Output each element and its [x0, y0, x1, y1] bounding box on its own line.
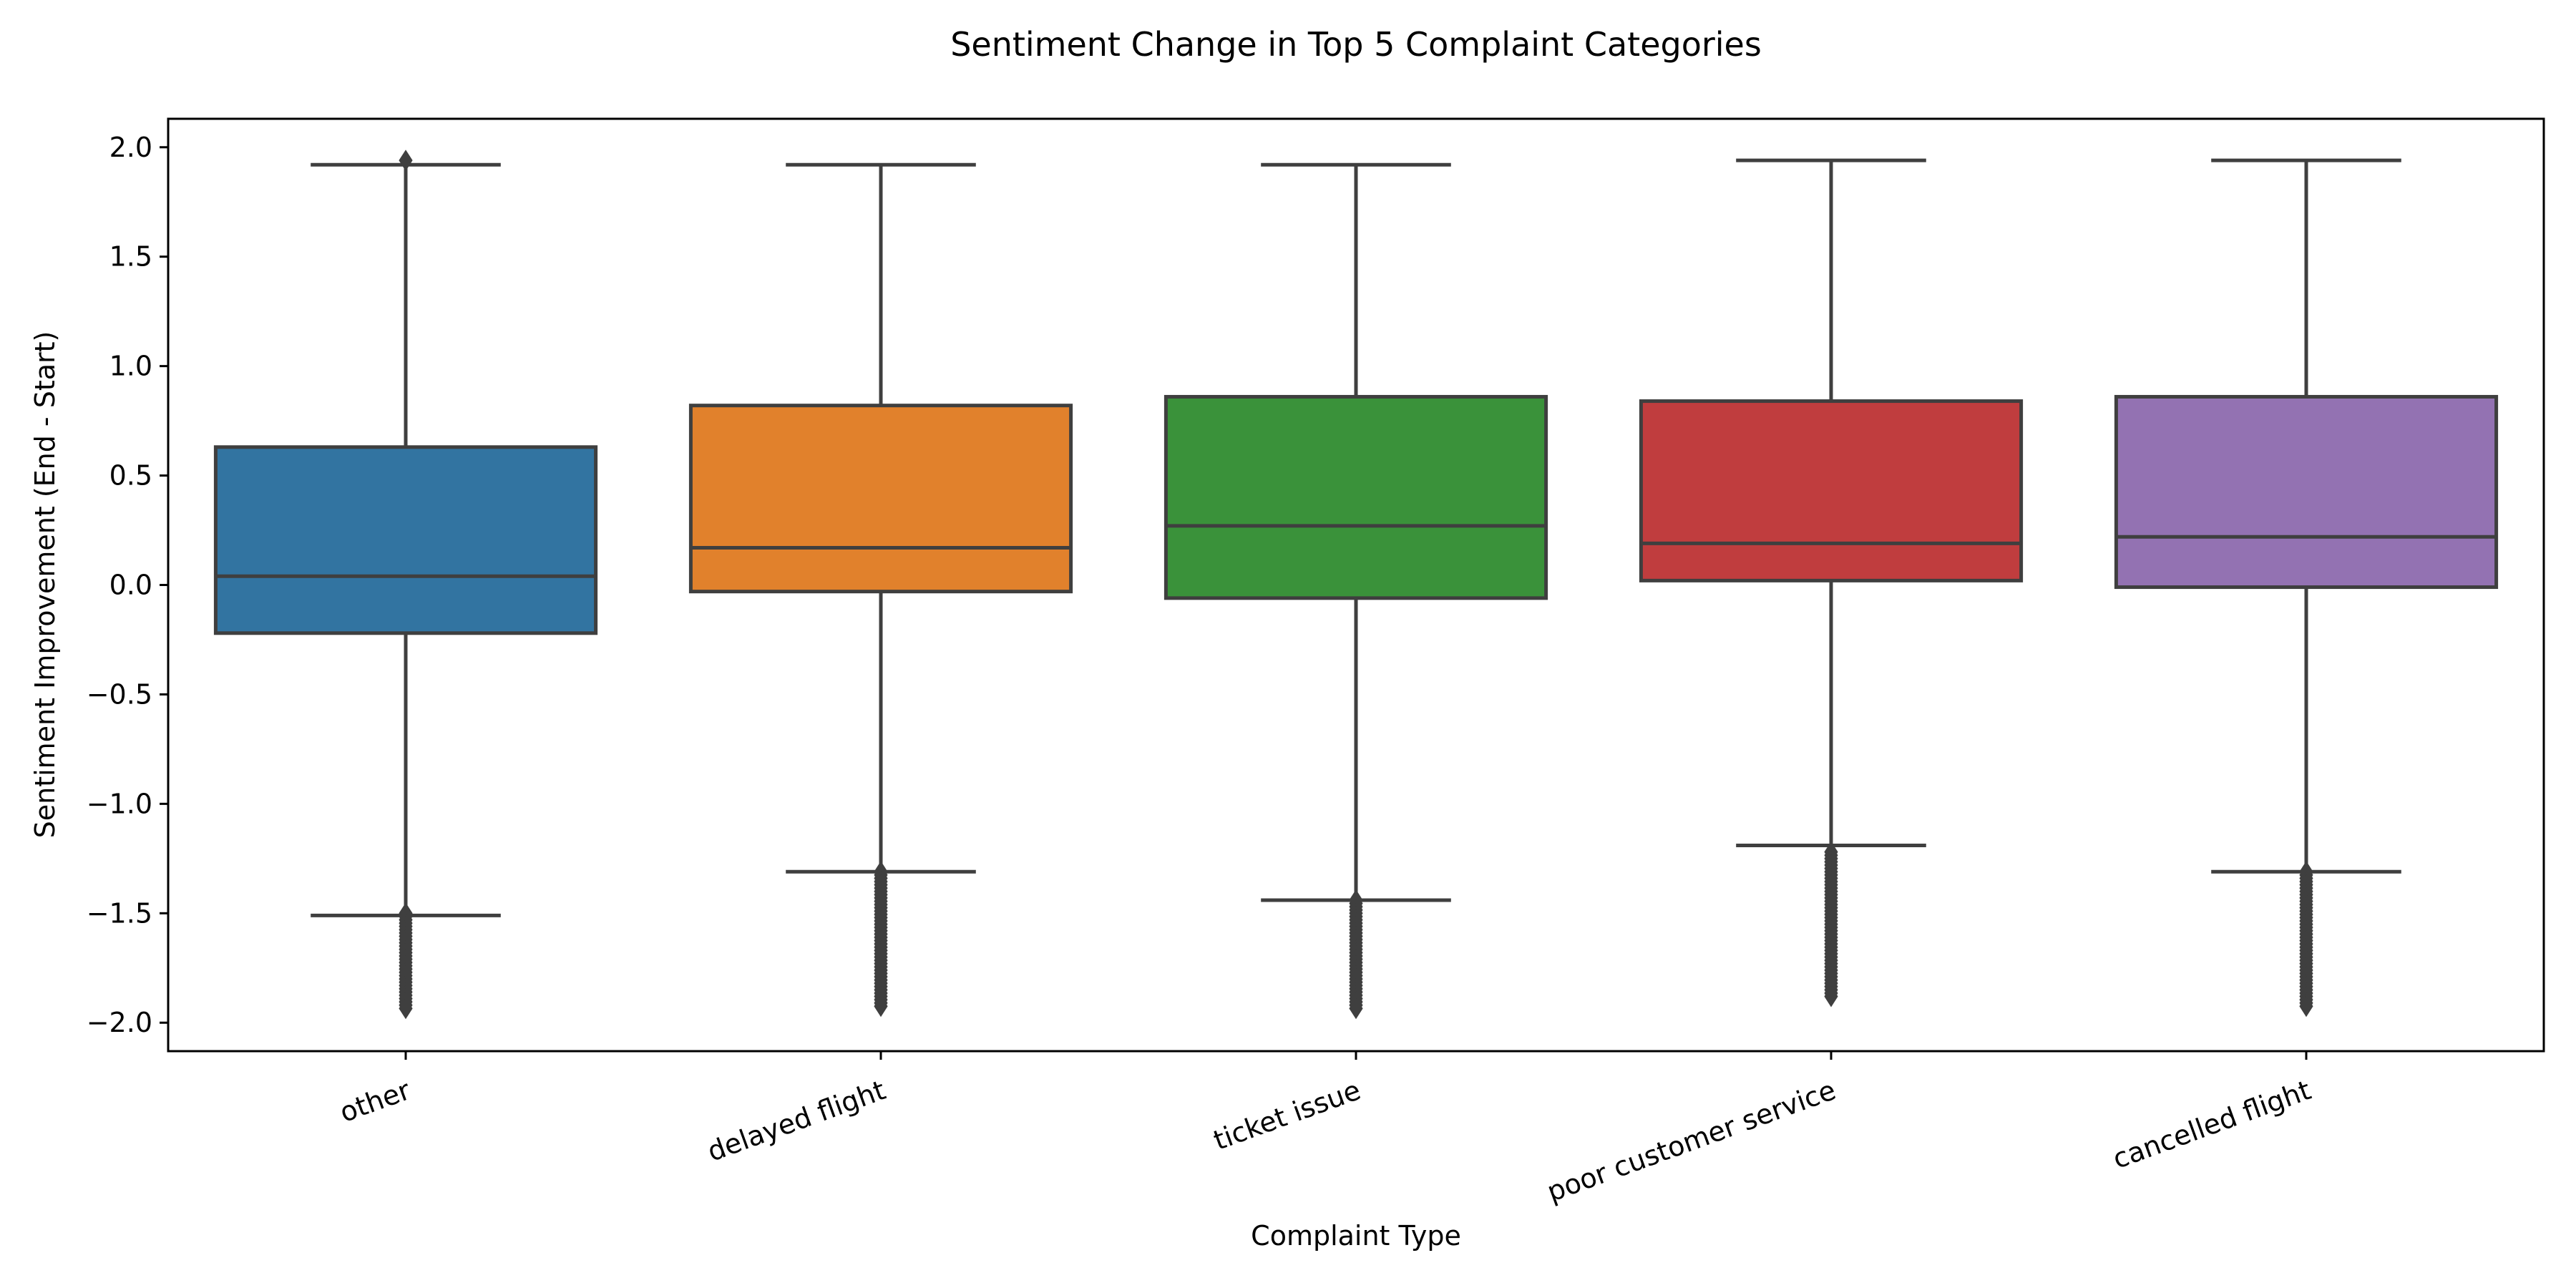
box-iqr [213, 445, 598, 635]
box-iqr [688, 404, 1073, 594]
box-group [688, 162, 1073, 1018]
y-tick-label: 0.0 [109, 570, 152, 601]
y-tick-label: 2.0 [109, 132, 152, 163]
y-tick-label: −2.0 [87, 1007, 152, 1038]
outlier-point [399, 150, 413, 172]
y-tick-label: 0.5 [109, 460, 152, 492]
y-tick-label: −0.5 [87, 678, 152, 710]
plot-area [213, 150, 2499, 1020]
chart-title: Sentiment Change in Top 5 Complaint Cate… [950, 25, 1762, 64]
y-axis-label: Sentiment Improvement (End - Start) [29, 331, 61, 839]
x-tick-label: cancelled flight [2109, 1074, 2315, 1175]
box-group [213, 150, 598, 1020]
box-group [1639, 158, 2024, 1008]
x-tick-label: ticket issue [1209, 1074, 1365, 1156]
y-axis: 2.0 1.5 1.0 0.5 0.0 −0.5 −1.0 −1.5 −2.0 [87, 132, 168, 1038]
y-tick-label: 1.5 [109, 241, 152, 273]
box-iqr [1163, 394, 1548, 600]
x-tick-label: delayed flight [703, 1074, 889, 1168]
y-tick-label: −1.5 [87, 897, 152, 929]
x-axis: other delayed flight ticket issue poor cust… [336, 1051, 2315, 1208]
x-tick-label: other [336, 1074, 415, 1128]
box-group [2114, 158, 2499, 1018]
box-iqr [1639, 399, 2024, 582]
x-tick-label: poor customer service [1543, 1074, 1840, 1208]
outlier-point [399, 997, 413, 1020]
x-axis-label: Complaint Type [1251, 1220, 1461, 1252]
y-tick-label: −1.0 [87, 788, 152, 819]
box-group [1163, 162, 1548, 1020]
box-iqr [2114, 394, 2499, 590]
outlier-point [2299, 995, 2313, 1018]
y-tick-label: 1.0 [109, 351, 152, 382]
outlier-point [1349, 997, 1363, 1020]
outlier-point [1824, 985, 1838, 1008]
outlier-point [874, 995, 888, 1018]
